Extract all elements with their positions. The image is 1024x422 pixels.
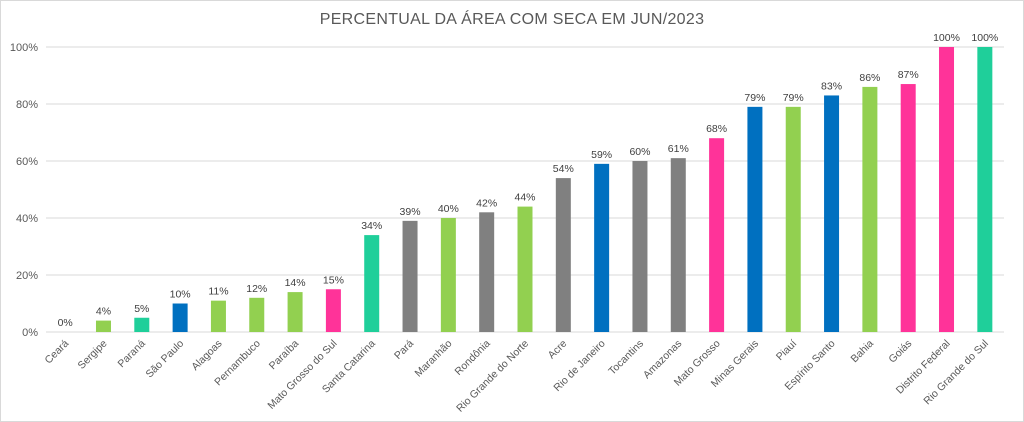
- data-label: 15%: [323, 274, 344, 286]
- data-label: 54%: [553, 163, 574, 175]
- data-label: 11%: [208, 286, 228, 298]
- x-tick-label: Sergipe: [76, 338, 110, 372]
- bar: [95, 320, 111, 332]
- y-tick-label: 40%: [16, 213, 38, 225]
- bar: [517, 206, 533, 332]
- bar: [594, 163, 610, 332]
- bar: [325, 289, 341, 332]
- bar: [670, 158, 686, 332]
- data-label: 83%: [821, 80, 842, 92]
- x-tick-label: Paraíba: [267, 338, 302, 373]
- x-tick-label: Maranhão: [413, 338, 455, 380]
- bar: [134, 317, 150, 332]
- data-label: 40%: [438, 203, 459, 215]
- bar: [479, 212, 495, 332]
- data-label: 4%: [96, 306, 111, 318]
- bar: [709, 138, 725, 332]
- x-tick-label: Rondônia: [453, 338, 493, 378]
- bar: [900, 84, 916, 332]
- x-tick-label: Rio Grande do Norte: [454, 338, 531, 415]
- bar: [862, 86, 878, 333]
- x-tick-label: São Paulo: [143, 338, 186, 381]
- bar: [555, 178, 571, 332]
- x-tick-label: Acre: [546, 338, 570, 362]
- x-tick-label: Goiás: [886, 338, 914, 366]
- x-tick-label: Alagoas: [189, 338, 224, 373]
- data-label: 14%: [285, 277, 306, 289]
- data-label: 79%: [744, 92, 765, 104]
- x-tick-label: Piauí: [774, 338, 799, 363]
- chart-title: PERCENTUAL DA ÁREA COM SECA EM JUN/2023: [319, 11, 705, 28]
- bar: [632, 161, 648, 332]
- bar: [747, 106, 763, 332]
- data-label: 86%: [859, 72, 880, 84]
- bar: [977, 47, 993, 332]
- data-label: 87%: [898, 69, 919, 81]
- data-label: 5%: [134, 303, 149, 315]
- x-tick-label: Rio Grande do Sul: [921, 338, 991, 408]
- y-tick-label: 80%: [16, 99, 38, 111]
- y-tick-label: 60%: [16, 156, 38, 168]
- data-label: 61%: [668, 143, 689, 155]
- data-label: 39%: [400, 206, 421, 218]
- bar: [210, 300, 226, 332]
- x-tick-label: Tocantins: [606, 338, 646, 378]
- data-label: 0%: [58, 317, 73, 329]
- data-label: 68%: [706, 123, 727, 135]
- bar: [172, 303, 188, 332]
- y-tick-label: 100%: [10, 42, 38, 54]
- data-label: 12%: [246, 283, 267, 295]
- y-tick-label: 0%: [22, 327, 38, 339]
- bar: [402, 220, 418, 332]
- data-label: 10%: [170, 289, 191, 301]
- bar: [785, 106, 801, 332]
- bar: [824, 95, 840, 332]
- bar: [440, 218, 456, 332]
- bar: [939, 47, 955, 332]
- x-tick-label: Bahia: [849, 338, 877, 366]
- bar: [287, 292, 303, 332]
- data-label: 34%: [361, 220, 382, 232]
- x-tick-label: Mato Grosso do Sul: [265, 338, 339, 412]
- data-label: 100%: [933, 32, 960, 44]
- x-tick-label: Ceará: [43, 338, 72, 367]
- data-label: 42%: [476, 197, 497, 209]
- bar: [249, 297, 265, 332]
- data-label: 59%: [591, 149, 612, 161]
- x-tick-label: Paraná: [115, 338, 148, 371]
- data-label: 44%: [514, 192, 535, 204]
- data-label: 79%: [783, 92, 804, 104]
- bar: [364, 235, 380, 332]
- y-tick-label: 20%: [16, 270, 38, 282]
- data-label: 60%: [629, 146, 650, 158]
- data-label: 100%: [971, 32, 998, 44]
- x-tick-label: Pará: [392, 338, 416, 362]
